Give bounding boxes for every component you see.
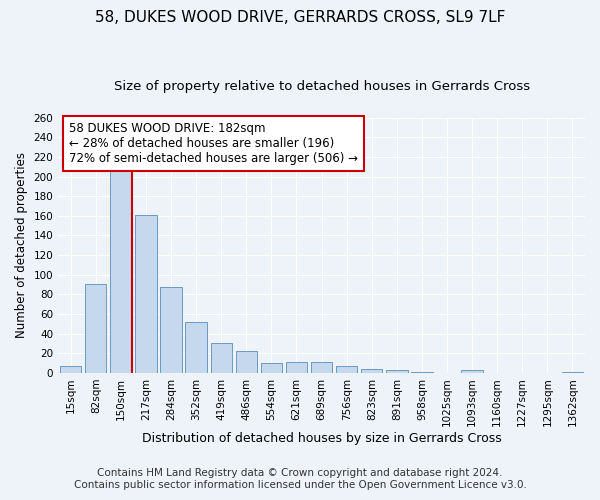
- Bar: [286, 362, 307, 373]
- Bar: [136, 215, 157, 373]
- Bar: [461, 370, 483, 373]
- Bar: [562, 372, 583, 373]
- Text: 58, DUKES WOOD DRIVE, GERRARDS CROSS, SL9 7LF: 58, DUKES WOOD DRIVE, GERRARDS CROSS, SL…: [95, 10, 505, 25]
- Bar: [160, 286, 182, 373]
- Text: 58 DUKES WOOD DRIVE: 182sqm
← 28% of detached houses are smaller (196)
72% of se: 58 DUKES WOOD DRIVE: 182sqm ← 28% of det…: [69, 122, 358, 164]
- Bar: [60, 366, 82, 373]
- Bar: [211, 344, 232, 373]
- Text: Contains HM Land Registry data © Crown copyright and database right 2024.
Contai: Contains HM Land Registry data © Crown c…: [74, 468, 526, 490]
- Y-axis label: Number of detached properties: Number of detached properties: [15, 152, 28, 338]
- Bar: [261, 363, 282, 373]
- Bar: [110, 163, 131, 373]
- Bar: [311, 362, 332, 373]
- Bar: [336, 366, 358, 373]
- Bar: [411, 372, 433, 373]
- Bar: [361, 369, 382, 373]
- Bar: [386, 370, 407, 373]
- Bar: [85, 284, 106, 373]
- X-axis label: Distribution of detached houses by size in Gerrards Cross: Distribution of detached houses by size …: [142, 432, 502, 445]
- Bar: [236, 352, 257, 373]
- Bar: [185, 322, 207, 373]
- Title: Size of property relative to detached houses in Gerrards Cross: Size of property relative to detached ho…: [113, 80, 530, 93]
